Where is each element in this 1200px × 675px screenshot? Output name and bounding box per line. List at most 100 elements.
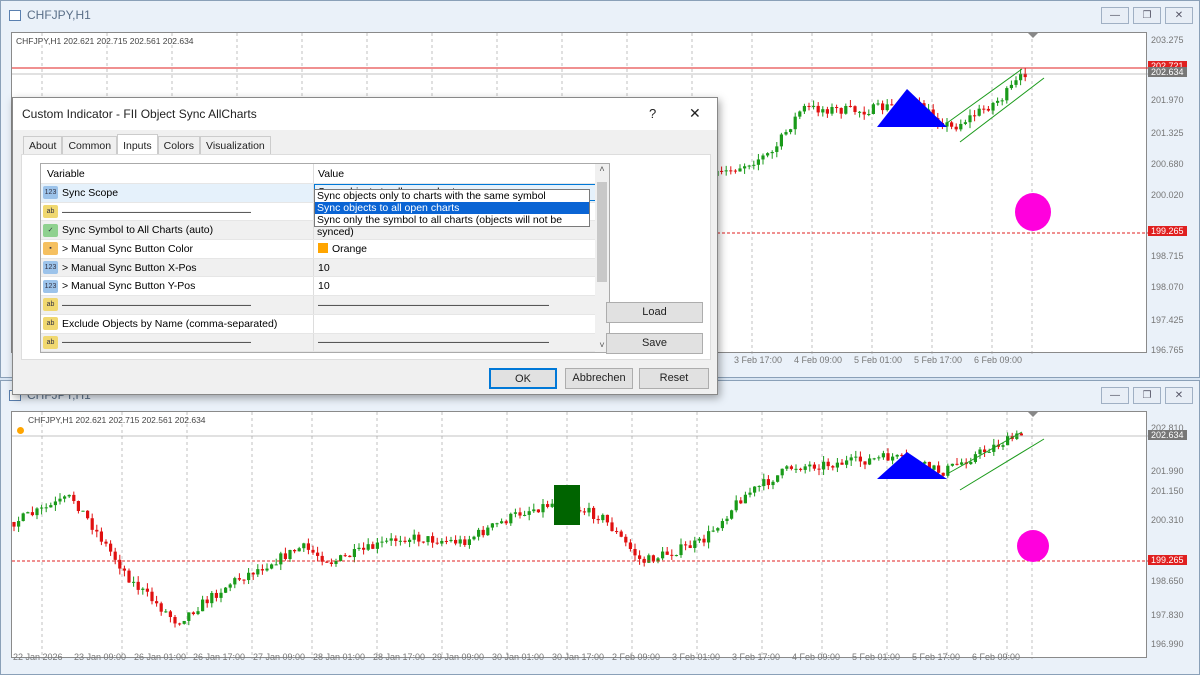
candle — [794, 468, 798, 470]
tab-visualization[interactable]: Visualization — [200, 136, 271, 155]
dropdown-option[interactable]: Sync only the symbol to all charts (obje… — [317, 214, 563, 238]
tab-inputs[interactable]: Inputs — [117, 134, 158, 155]
candle — [339, 555, 343, 562]
reset-button[interactable]: Reset — [639, 368, 709, 389]
restore-button[interactable]: ❐ — [1133, 7, 1161, 24]
time-tick: 23 Jan 09:00 — [74, 652, 127, 662]
candle — [885, 104, 889, 111]
color-swatch — [318, 242, 328, 253]
candle — [802, 105, 806, 112]
candle — [968, 115, 972, 123]
sync-scope-dropdown-list[interactable]: Sync objects only to charts with the sam… — [314, 189, 590, 238]
candle — [132, 581, 136, 583]
scrollbar[interactable]: ˄ ˅ — [595, 164, 609, 352]
time-tick: 3 Feb 01:00 — [672, 652, 721, 662]
candle — [366, 544, 370, 550]
candle — [633, 548, 637, 556]
close-button[interactable]: ✕ — [1165, 7, 1193, 24]
minimize-button[interactable]: — — [1101, 7, 1129, 24]
candle — [541, 504, 545, 513]
candle — [398, 540, 402, 542]
tab-colors[interactable]: Colors — [157, 136, 201, 155]
candle — [329, 562, 333, 564]
candle — [871, 104, 875, 114]
candle — [963, 122, 967, 124]
help-button[interactable]: ? — [649, 106, 657, 121]
dropdown-option-selected[interactable]: Sync objects to all open charts — [315, 202, 589, 214]
row-value: —————————————————————— — [318, 336, 549, 349]
candle — [601, 514, 605, 521]
candle — [881, 103, 885, 111]
candle — [817, 468, 821, 470]
load-button[interactable]: Load — [606, 302, 703, 323]
candle — [1000, 100, 1004, 102]
candle — [756, 159, 760, 165]
candle — [780, 468, 784, 476]
candle — [743, 494, 747, 504]
tab-about[interactable]: About — [23, 136, 63, 155]
candle — [536, 509, 540, 513]
candle — [141, 588, 145, 590]
candle — [311, 549, 315, 553]
candle — [734, 500, 738, 511]
cancel-button[interactable]: Abbrechen — [565, 368, 633, 389]
minimize-button[interactable]: — — [1101, 387, 1129, 404]
candle — [150, 591, 154, 602]
candle — [973, 115, 977, 117]
candle — [49, 505, 53, 508]
time-tick: 27 Jan 09:00 — [253, 652, 306, 662]
candle — [789, 129, 793, 133]
time-tick: 3 Feb 17:00 — [732, 652, 781, 662]
price-tick: 200.680 — [1151, 159, 1184, 169]
candle — [651, 555, 655, 562]
candle — [679, 544, 683, 556]
bool-type-icon: ✓ — [43, 223, 58, 237]
time-tick: 30 Jan 17:00 — [552, 652, 605, 662]
price-tick: 197.425 — [1151, 315, 1184, 325]
input-row[interactable]: 123 > Manual Sync Button Y-Pos 10 — [41, 277, 609, 297]
candle — [12, 522, 16, 527]
candle — [1001, 445, 1005, 447]
candle — [862, 111, 866, 115]
candle — [688, 545, 692, 549]
rectangle-object — [554, 485, 580, 525]
restore-button[interactable]: ❐ — [1133, 387, 1161, 404]
price-tick: 198.715 — [1151, 251, 1184, 261]
candle — [1005, 88, 1009, 101]
save-button[interactable]: Save — [606, 333, 703, 354]
ok-button[interactable]: OK — [489, 368, 557, 389]
row-variable: > Manual Sync Button Y-Pos — [62, 280, 196, 293]
candle — [661, 551, 665, 559]
candle — [35, 508, 39, 516]
int-type-icon: 123 — [43, 279, 58, 293]
input-row[interactable]: ab Exclude Objects by Name (comma-separat… — [41, 314, 609, 334]
candle — [136, 581, 140, 590]
dialog-close-button[interactable]: ✕ — [689, 105, 701, 121]
price-chart[interactable]: CHFJPY,H1 202.621 202.715 202.561 202.63… — [11, 411, 1148, 659]
candle — [1019, 433, 1023, 436]
price-tick: 203.275 — [1151, 35, 1184, 45]
input-row[interactable]: ab —————————————————— ————————————————————… — [41, 296, 609, 315]
inputs-panel: Variable Value 123 Sync Scope Sync objects … — [21, 154, 711, 360]
input-row[interactable]: ▪ > Manual Sync Button Color Orange — [41, 240, 609, 259]
candle — [187, 612, 191, 621]
candle — [840, 462, 844, 465]
input-row[interactable]: ab —————————————————— ————————————————————… — [41, 333, 609, 352]
candle — [816, 105, 820, 113]
candle — [164, 611, 168, 613]
input-row[interactable]: 123 > Manual Sync Button X-Pos 10 — [41, 258, 609, 278]
candle — [638, 555, 642, 559]
candle — [477, 529, 481, 537]
candle — [720, 521, 724, 529]
shift-marker — [1028, 33, 1038, 38]
candle — [518, 512, 522, 516]
tab-common[interactable]: Common — [62, 136, 118, 155]
manual-sync-button[interactable] — [17, 427, 24, 434]
candle — [835, 462, 839, 468]
candle — [297, 548, 301, 552]
price-tick: 200.310 — [1151, 515, 1184, 525]
dropdown-option[interactable]: Sync objects only to charts with the sam… — [317, 190, 546, 202]
candle — [858, 456, 862, 462]
close-button[interactable]: ✕ — [1165, 387, 1193, 404]
candle — [242, 579, 246, 581]
